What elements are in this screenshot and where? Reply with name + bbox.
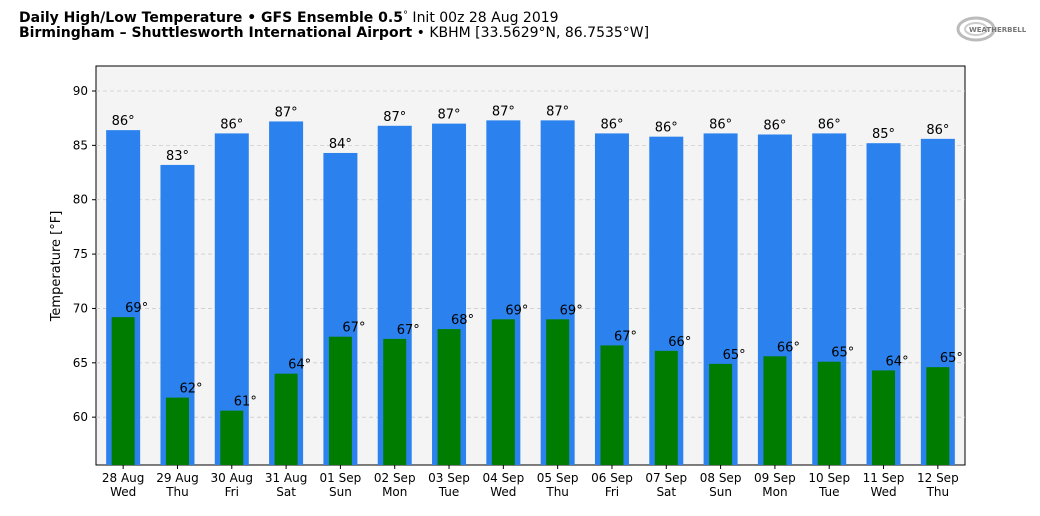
high-label: 83°	[166, 149, 189, 164]
chart-title: Daily High/Low Temperature • GFS Ensembl…	[19, 10, 559, 26]
x-tick-weekday: Sun	[329, 485, 352, 499]
x-tick-date: 30 Aug	[211, 471, 254, 485]
x-tick-weekday: Fri	[605, 485, 619, 499]
x-tick-date: 04 Sep	[482, 471, 524, 485]
x-tick-date: 07 Sep	[645, 471, 687, 485]
x-tick-weekday: Wed	[870, 485, 896, 499]
high-label: 86°	[220, 117, 243, 132]
low-bar	[546, 319, 570, 465]
y-tick-label: 85	[73, 138, 88, 152]
low-label: 66°	[777, 340, 800, 355]
low-bar	[165, 397, 189, 465]
y-tick-label: 80	[73, 193, 88, 207]
x-tick-weekday: Thu	[165, 485, 189, 499]
low-label: 64°	[886, 354, 909, 369]
low-bar	[654, 350, 678, 465]
x-tick-date: 02 Sep	[374, 471, 416, 485]
low-bar	[600, 345, 624, 465]
y-tick-label: 60	[73, 410, 88, 424]
high-label: 85°	[872, 127, 895, 142]
x-tick-date: 03 Sep	[428, 471, 470, 485]
low-label: 67°	[614, 329, 637, 344]
x-tick-date: 09 Sep	[754, 471, 796, 485]
low-label: 62°	[179, 382, 202, 397]
high-label: 86°	[709, 117, 732, 132]
x-tick-date: 11 Sep	[863, 471, 905, 485]
y-tick-label: 90	[73, 84, 88, 98]
low-bar	[111, 317, 135, 465]
high-bar	[214, 133, 249, 465]
svg-text:WEATHERBELL: WEATHERBELL	[969, 26, 1027, 34]
x-tick-weekday: Wed	[110, 485, 136, 499]
low-bar	[220, 410, 244, 465]
low-label: 67°	[397, 323, 420, 338]
low-bar	[709, 363, 733, 465]
low-label: 69°	[505, 303, 528, 318]
low-bar	[491, 319, 515, 465]
low-label: 65°	[723, 348, 746, 363]
x-tick-weekday: Thu	[545, 485, 569, 499]
low-label: 61°	[234, 395, 257, 410]
low-bar	[872, 370, 896, 465]
high-label: 86°	[763, 118, 786, 133]
x-tick-weekday: Mon	[762, 485, 787, 499]
low-bar	[328, 336, 352, 465]
x-tick-date: 06 Sep	[591, 471, 633, 485]
x-tick-date: 31 Aug	[265, 471, 308, 485]
high-label: 87°	[383, 110, 406, 125]
x-tick-date: 29 Aug	[156, 471, 199, 485]
x-tick-weekday: Fri	[225, 485, 239, 499]
low-label: 64°	[288, 358, 311, 373]
x-tick-date: 05 Sep	[537, 471, 579, 485]
x-tick-weekday: Wed	[490, 485, 516, 499]
x-tick-weekday: Sat	[656, 485, 676, 499]
low-label: 65°	[831, 346, 854, 361]
low-bar	[926, 367, 950, 465]
x-tick-date: 12 Sep	[917, 471, 959, 485]
x-tick-weekday: Mon	[382, 485, 407, 499]
high-label: 87°	[438, 108, 461, 123]
x-tick-weekday: Thu	[926, 485, 950, 499]
low-label: 69°	[560, 303, 583, 318]
x-tick-date: 28 Aug	[102, 471, 145, 485]
low-bar	[274, 373, 298, 465]
high-label: 86°	[926, 123, 949, 138]
high-label: 87°	[546, 104, 569, 119]
high-label: 86°	[818, 117, 841, 132]
high-label: 86°	[600, 117, 623, 132]
x-tick-date: 10 Sep	[808, 471, 850, 485]
low-bar	[763, 356, 787, 465]
low-label: 67°	[342, 321, 365, 336]
weatherbell-logo: WEATHERBELL	[956, 16, 1027, 42]
low-bar	[437, 329, 461, 465]
y-tick-label: 75	[73, 247, 88, 261]
low-label: 69°	[125, 301, 148, 316]
high-label: 84°	[329, 137, 352, 152]
low-label: 66°	[668, 335, 691, 350]
y-tick-label: 70	[73, 301, 88, 315]
x-tick-weekday: Sat	[276, 485, 296, 499]
y-tick-label: 65	[73, 356, 88, 370]
chart-subtitle: Birmingham – Shuttlesworth International…	[19, 25, 649, 41]
x-tick-date: 08 Sep	[700, 471, 742, 485]
high-label: 87°	[275, 105, 298, 120]
low-bar	[383, 338, 407, 465]
low-label: 68°	[451, 313, 474, 328]
high-label: 86°	[655, 121, 678, 136]
y-axis-label: Temperature [°F]	[49, 211, 64, 323]
high-label: 86°	[112, 114, 135, 129]
x-tick-weekday: Sun	[709, 485, 732, 499]
x-tick-weekday: Tue	[818, 485, 840, 499]
x-tick-weekday: Tue	[438, 485, 460, 499]
low-bar	[817, 361, 841, 465]
high-label: 87°	[492, 104, 515, 119]
low-label: 65°	[940, 351, 963, 366]
x-tick-date: 01 Sep	[320, 471, 362, 485]
